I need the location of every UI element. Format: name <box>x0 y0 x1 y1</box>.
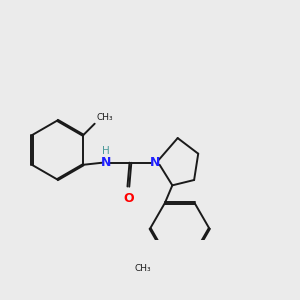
Text: N: N <box>100 156 111 169</box>
Text: CH₃: CH₃ <box>134 264 151 273</box>
Text: CH₃: CH₃ <box>96 113 113 122</box>
Text: H: H <box>102 146 110 156</box>
Text: N: N <box>150 156 160 169</box>
Text: O: O <box>123 192 134 205</box>
